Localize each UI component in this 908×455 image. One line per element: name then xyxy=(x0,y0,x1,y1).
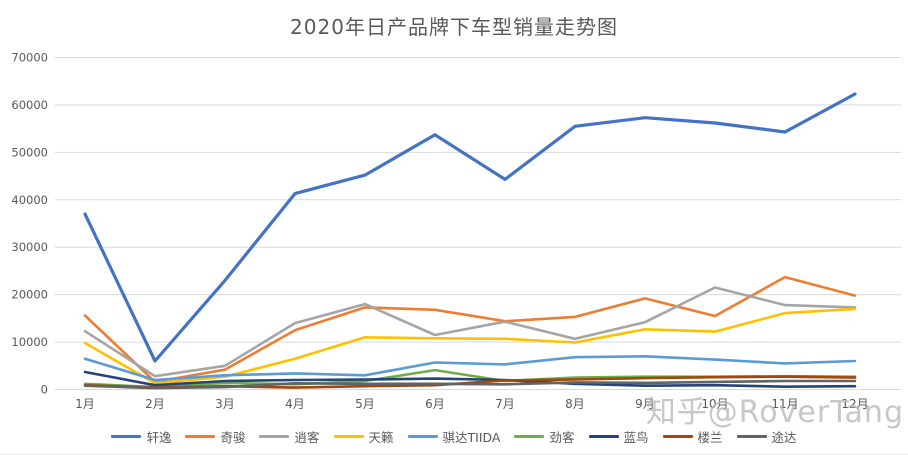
legend-line-swatch xyxy=(185,435,216,438)
x-axis-tick-label: 5月 xyxy=(355,397,375,411)
x-axis-tick-label: 9月 xyxy=(635,397,655,411)
series-line-5 xyxy=(83,354,857,382)
legend-item: 楼兰 xyxy=(662,427,723,446)
legend-item: 逍客 xyxy=(259,427,320,446)
chart-title: 2020年日产品牌下车型销量走势图 xyxy=(290,15,618,39)
legend-line-swatch xyxy=(588,435,619,438)
y-axis-tick-label: 40000 xyxy=(11,193,48,207)
x-axis-tick-label: 8月 xyxy=(565,397,585,411)
x-axis-tick-label: 12月 xyxy=(841,397,868,411)
legend-item: 途达 xyxy=(736,427,797,446)
x-axis-tick-label: 10月 xyxy=(701,397,728,411)
y-axis-tick-label: 70000 xyxy=(11,51,48,65)
series-line-2 xyxy=(83,275,857,384)
legend-item: 奇骏 xyxy=(185,427,245,446)
legend-item: 骐达TIIDA xyxy=(407,427,501,446)
x-axis-tick-label: 7月 xyxy=(495,397,515,411)
series-line-7 xyxy=(83,370,857,389)
x-axis-tick-label: 6月 xyxy=(425,397,445,411)
legend-item: 劲客 xyxy=(514,427,575,446)
legend-label: 轩逸 xyxy=(146,430,172,445)
x-axis-tick-label: 11月 xyxy=(771,397,798,411)
legend-line-swatch xyxy=(333,435,364,438)
series-line-9 xyxy=(83,379,857,390)
legend-item: 天籁 xyxy=(333,427,394,446)
series-line-4 xyxy=(83,307,857,385)
legend-item: 蓝鸟 xyxy=(588,427,649,446)
legend-line-swatch xyxy=(736,435,767,438)
y-axis-tick-label: 50000 xyxy=(11,145,48,159)
legend-line-swatch xyxy=(111,435,142,438)
x-axis-tick-label: 3月 xyxy=(215,397,235,411)
legend-line-swatch xyxy=(259,435,290,438)
legend-label: 蓝鸟 xyxy=(623,430,649,445)
legend-label: 天籁 xyxy=(368,430,394,445)
legend-line-swatch xyxy=(514,435,545,438)
legend-label: 劲客 xyxy=(549,430,575,445)
chart-legend: 轩逸 奇骏 逍客 天籁 骐达TIIDA 劲客 蓝鸟 楼兰 途达 xyxy=(0,427,908,446)
legend-label: 楼兰 xyxy=(697,430,723,445)
y-axis-tick-label: 0 xyxy=(41,383,48,397)
legend-label: 逍客 xyxy=(294,430,320,445)
y-axis-tick-label: 60000 xyxy=(11,98,48,112)
legend-line-swatch xyxy=(662,435,693,438)
y-axis-tick-label: 10000 xyxy=(11,335,48,349)
legend-label: 骐达TIIDA xyxy=(442,430,501,445)
x-axis-tick-label: 4月 xyxy=(285,397,305,411)
legend-item: 轩逸 xyxy=(111,427,171,446)
x-axis-tick-label: 1月 xyxy=(75,397,95,411)
line-chart-plot: 0 10000 20000 30000 40000 50000 60000 70000 1月 2月… xyxy=(11,51,901,411)
legend-label: 途达 xyxy=(771,430,797,445)
legend-label: 奇骏 xyxy=(220,430,246,445)
x-axis-tick-label: 2月 xyxy=(145,397,165,411)
series-line-1 xyxy=(83,92,857,363)
y-axis-tick-label: 30000 xyxy=(11,240,48,254)
legend-line-swatch xyxy=(407,435,438,438)
y-axis-tick-label: 20000 xyxy=(11,288,48,302)
series-line-3 xyxy=(83,286,857,378)
